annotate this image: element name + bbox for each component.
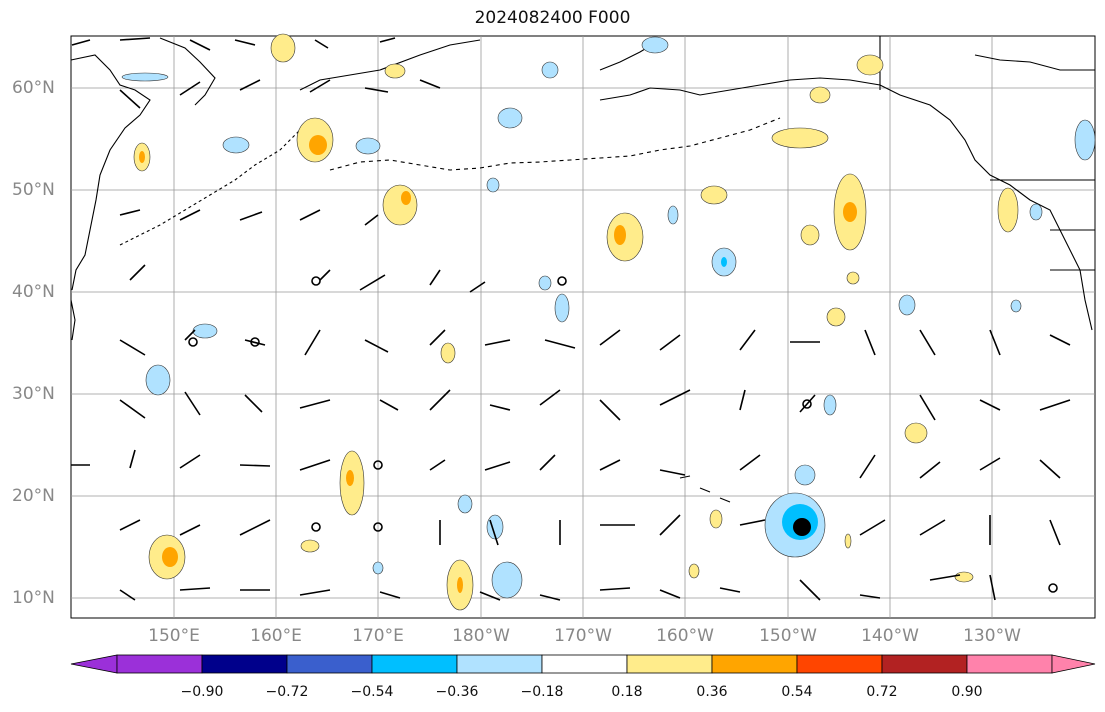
lon-label-160e: 160°E (250, 626, 302, 646)
lat-label-40n: 40°N (12, 282, 55, 302)
colorbar-tick-label: 0.54 (781, 684, 813, 700)
coastlines (70, 36, 1095, 503)
colorbar-tick-label: −0.54 (350, 684, 394, 700)
colorbar-max-arrow (1051, 654, 1096, 674)
lat-label-10n: 10°N (12, 588, 55, 608)
lat-label-20n: 20°N (12, 486, 55, 506)
colorbar (70, 654, 1096, 674)
colorbar-tick-label: 0.18 (611, 684, 643, 700)
lon-label-170w: 170°W (554, 626, 612, 646)
colorbar-tick-label: −0.36 (435, 684, 479, 700)
colorbar-min-arrow (70, 654, 118, 674)
colorbar-tick-label: 0.90 (951, 684, 983, 700)
colorbar-tick-label: 0.72 (866, 684, 898, 700)
lon-label-130w: 130°W (963, 626, 1021, 646)
lon-label-170e: 170°E (352, 626, 404, 646)
lat-label-30n: 30°N (12, 384, 55, 404)
gridlines (71, 36, 1095, 618)
lat-label-50n: 50°N (12, 180, 55, 200)
cyclone-dot (793, 518, 811, 536)
lon-label-140w: 140°W (861, 626, 919, 646)
wind-barbs (71, 37, 1071, 601)
colorbar-tick-label: −0.90 (180, 684, 224, 700)
lat-label-60n: 60°N (12, 78, 55, 98)
calm-circles (188, 276, 1058, 593)
colorbar-tick-label: −0.72 (265, 684, 309, 700)
colorbar-tick-label: −0.18 (520, 684, 564, 700)
colorbar-tick-label: 0.36 (696, 684, 728, 700)
lon-label-180w: 180°W (452, 626, 510, 646)
lon-label-150w: 150°W (759, 626, 817, 646)
lon-label-150e: 150°E (148, 626, 200, 646)
lon-label-160w: 160°W (656, 626, 714, 646)
map-title: 2024082400 F000 (474, 8, 631, 28)
